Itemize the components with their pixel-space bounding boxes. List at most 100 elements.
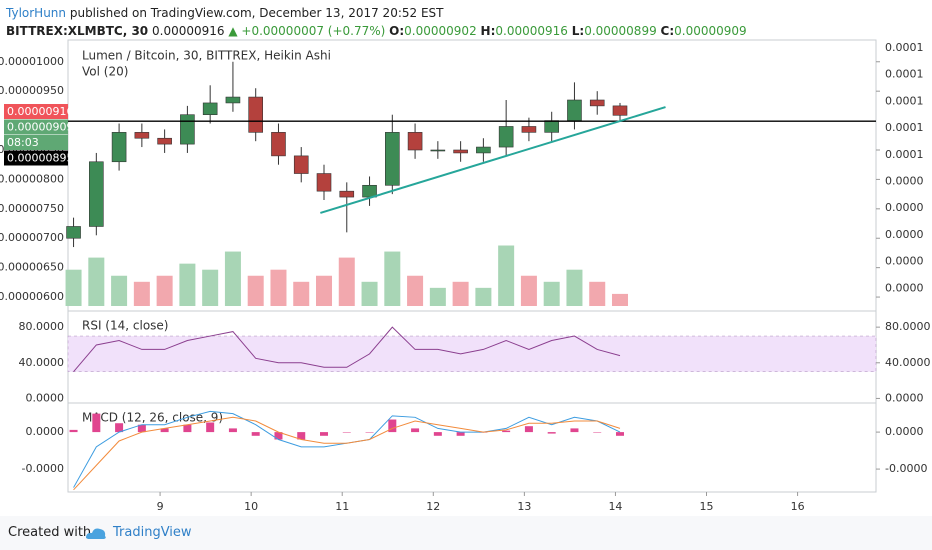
macd-histogram [115,423,124,433]
price-badge-label: 0.00000916 [7,105,73,118]
candle-body [476,146,491,154]
macd-histogram [502,430,511,433]
footer-brand[interactable]: TradingView [113,525,192,540]
macd-histogram [320,432,329,436]
volume-bar [88,257,105,306]
volume-bar [384,251,401,306]
candle-body [293,155,309,174]
candle-body [134,132,150,139]
ohlc-value: 0.00000902 [404,24,477,38]
y2-tick-label: -0.0000 [885,462,927,475]
x-tick-label: 16 [791,500,805,513]
candle-body [544,120,559,133]
change: ▲ +0.00000007 (+0.77%) [228,24,386,38]
volume-title: Vol (20) [82,65,128,79]
volume-bar [452,281,469,306]
macd-histogram [615,432,624,436]
y2-label: 0.0000 [885,255,924,268]
price-badge-label: 08:03 [7,136,39,149]
macd-histogram [593,432,602,433]
macd-histogram [342,432,351,433]
y-tick-label: 0.00000650 [0,261,64,274]
panel-title: MACD (12, 26, close, 9) [82,411,223,425]
x-tick-label: 14 [608,500,622,513]
symbol: BITTREX:XLMBTC, 30 [6,24,149,38]
macd-histogram [206,422,215,433]
candle-body [362,184,377,198]
price-badge [4,150,68,166]
macd-histogram [183,424,192,433]
volume-bar [520,275,537,306]
header: TylorHunn published on TradingView.com, … [6,4,747,40]
macd-histogram [524,426,533,433]
y-tick-label: -0.0000 [22,462,64,475]
y-tick-label: 0.00000950 [0,84,64,97]
macd-histogram [433,432,442,436]
ohlc-value: 0.00000909 [674,24,747,38]
x-tick-label: 12 [426,500,440,513]
macd-histogram [570,428,579,433]
candle-body [612,105,628,116]
candle-body [248,96,264,133]
volume-bar [566,269,583,306]
ohlc-value: 0.00000916 [495,24,568,38]
y2-tick-label: 40.0000 [885,356,931,369]
ohlc-label: H: [480,24,496,38]
candle-body [202,102,218,116]
candle-body [66,226,81,239]
logo [86,528,106,539]
y-tick-label: 80.0000 [19,320,65,333]
x-tick-label: 10 [244,500,258,513]
price-badge [4,119,68,135]
candle-body [89,161,104,227]
volume-bar [156,275,173,306]
footer-prefix: Created with [8,525,92,540]
candle-body [407,132,423,151]
candle-body [430,149,446,152]
macd-histogram [92,413,101,433]
volume-bar [338,257,355,306]
candle-body [157,137,172,145]
volume-bar [407,275,424,306]
y-tick-label: 40.0000 [19,356,65,369]
candle-body [225,96,241,104]
x-tick-label: 11 [335,500,349,513]
candle-body [567,99,582,121]
author[interactable]: TylorHunn [6,6,67,20]
candle-body [180,114,195,145]
plot-frame [67,39,877,493]
volume-bar [111,275,128,306]
y2-label: 0.0000 [885,175,924,188]
candle-body [316,173,332,192]
volume-bar [133,281,150,306]
candle-body [111,132,127,163]
candle-body [385,132,400,186]
volume-bar [65,269,82,306]
x-tick-label: 15 [700,500,714,513]
volume-bar [293,281,310,306]
macd-histogram [228,428,237,433]
ohlc-label: L: [571,24,585,38]
price-badge [4,104,68,119]
candle-body [271,132,286,157]
price-badge-label: 0.00000909 [7,121,73,134]
macd-histogram [411,428,420,433]
macd-histogram [388,419,397,433]
macd-histogram [69,429,78,433]
y2-tick-label: 0.0000 [885,425,924,438]
y-tick-label: 0.0000 [26,391,65,404]
volume-bar [247,275,264,306]
volume-bar [270,269,287,306]
y2-label: 0.0000 [885,201,924,214]
signal-line [73,416,621,491]
macd-histogram [160,428,169,433]
volume-bar [429,287,446,306]
volume-bar [611,293,628,306]
price-badge-label: 0.00000895 [7,152,73,165]
macd-histogram [297,432,306,440]
trend-line [320,106,666,214]
ohlc-value: 0.00000899 [584,24,657,38]
y-tick-label: 0.00000800 [0,172,64,185]
macd-histogram [251,432,260,436]
volume-bar [589,281,606,306]
